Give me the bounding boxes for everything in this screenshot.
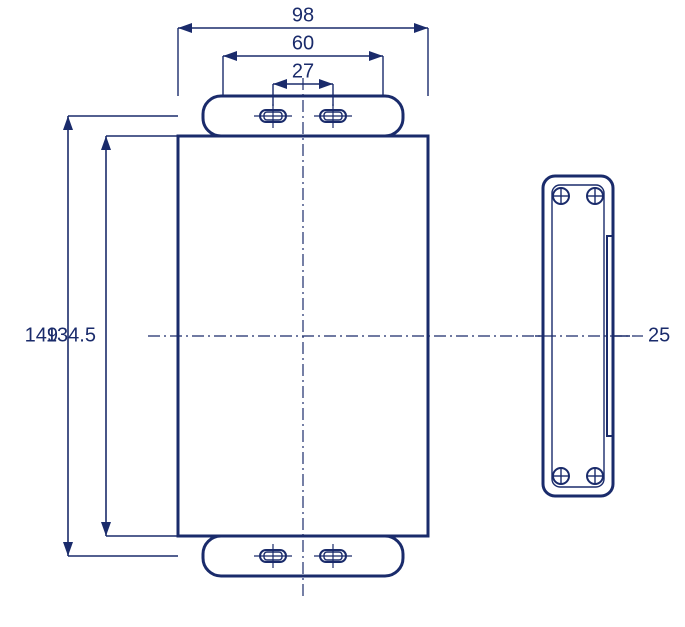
dim-label: 134.5 [46,324,96,346]
dim-label: 98 [292,4,314,26]
dim-label: 27 [292,60,314,82]
dim-label: 60 [292,32,314,54]
front-view [148,78,643,600]
dimensions [68,28,630,556]
dim-label: 25 [648,324,670,346]
